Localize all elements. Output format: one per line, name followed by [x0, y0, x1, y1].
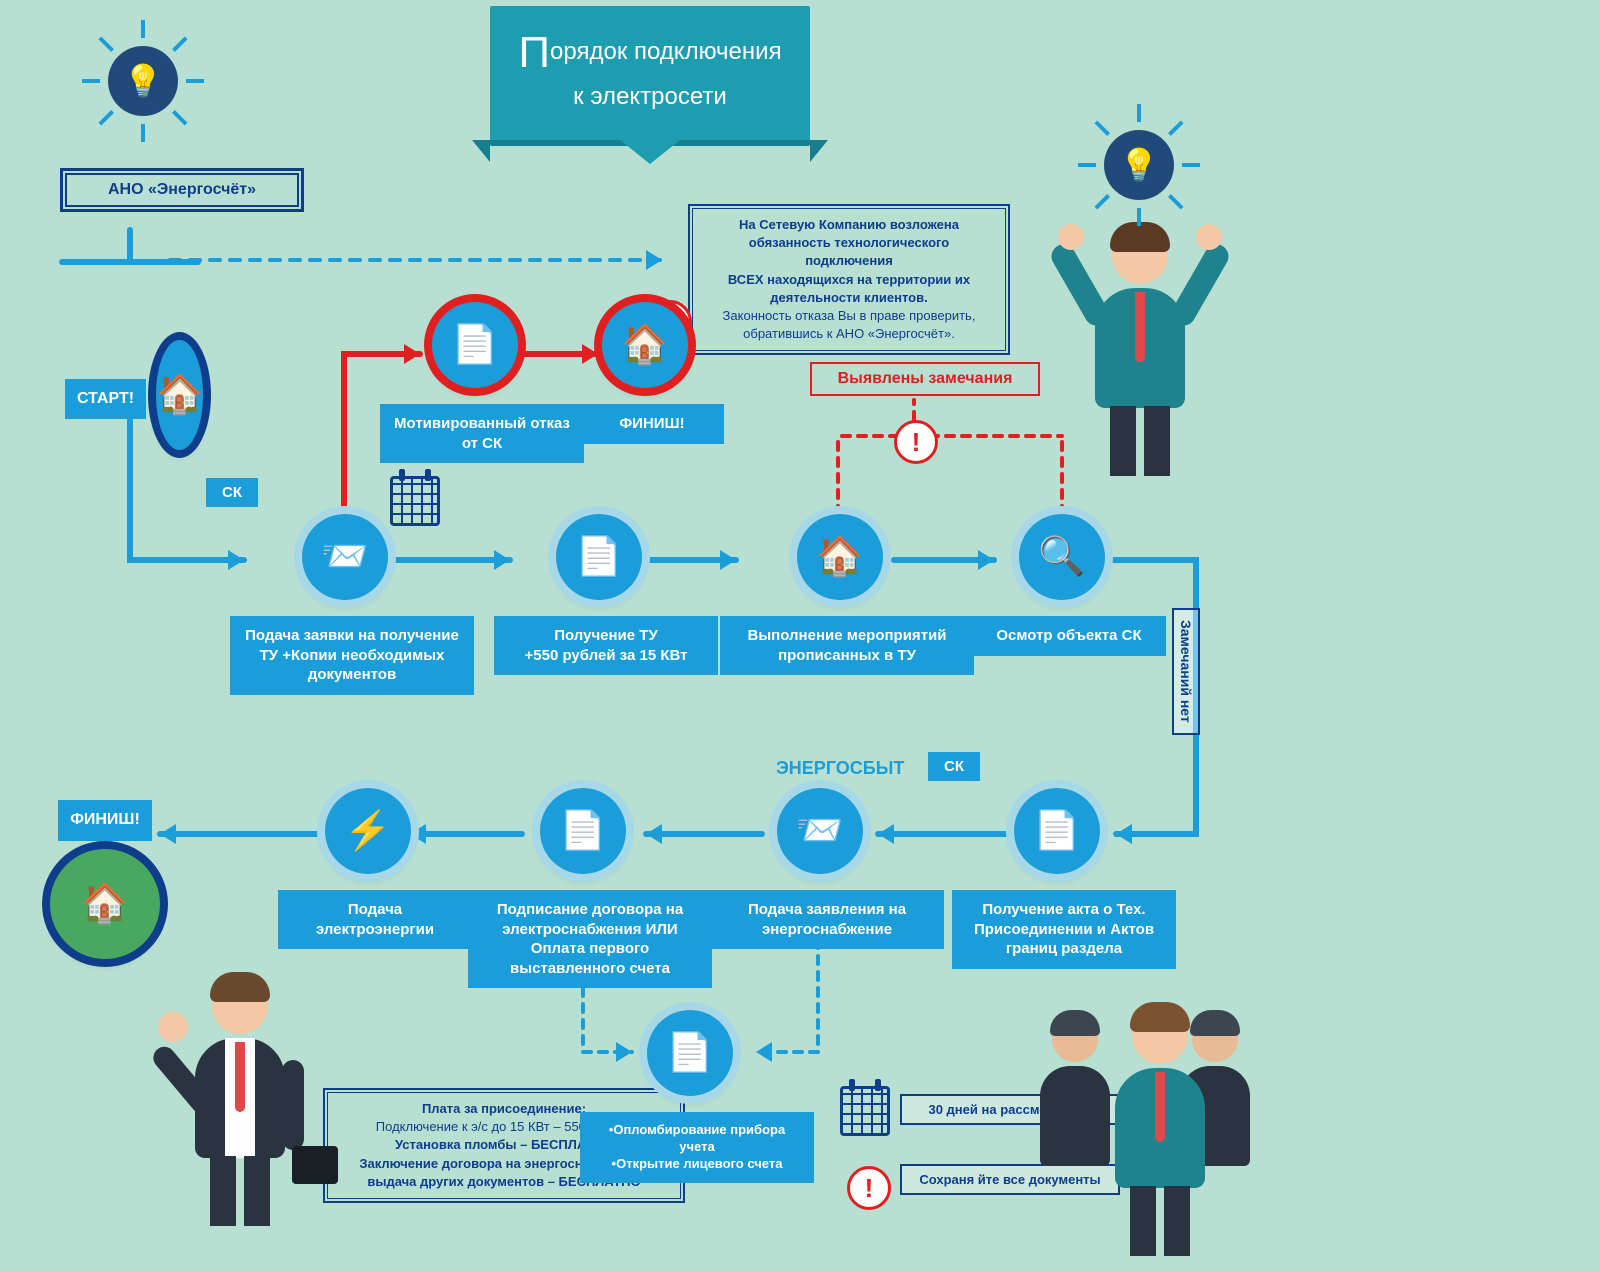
node-icon-circle: 📄: [1014, 788, 1100, 874]
node-label: Получение ТУ +550 рублей за 15 КВт: [494, 616, 718, 675]
node-icon: 📄: [575, 535, 622, 579]
org-box: АНО «Энергосчёт»: [60, 168, 304, 212]
node-start: СТАРТ!🏠: [65, 340, 195, 458]
node-inspect: 🔍Осмотр объекта СК: [972, 514, 1152, 656]
calendar-icon: [840, 1086, 890, 1136]
node-finish_left: ФИНИШ! 🏠: [40, 800, 170, 967]
legal-info-box-line: Законность отказа Вы в праве проверить, …: [704, 307, 994, 343]
node-icon-circle: 🏠: [156, 340, 203, 450]
title-banner: Порядок подключенияк электросети: [490, 6, 810, 140]
node-finish_top: 🏠ФИНИШ!: [580, 302, 710, 444]
warning-icon: !: [894, 420, 938, 464]
warning-icon: !: [847, 1166, 891, 1210]
person-group-illustration: [1010, 970, 1310, 1270]
legal-info-box: На Сетевую Компанию возложена обязанност…: [688, 204, 1010, 355]
node-icon-circle: 📨: [302, 514, 388, 600]
node-icon-circle: 🏠: [797, 514, 883, 600]
title-line1: орядок подключения: [550, 38, 782, 65]
person-illustration: [140, 950, 340, 1250]
node-label: Выполнение мероприятий прописанных в ТУ: [720, 616, 974, 675]
node-label: Мотивированный отказ от СК: [380, 404, 584, 463]
node-icon-circle: 📄: [540, 788, 626, 874]
node-label: Осмотр объекта СК: [972, 616, 1166, 656]
node-label: Подача заявления на энергоснабжение: [710, 890, 944, 949]
node-refusal: 📄Мотивированный отказ от СК: [380, 302, 570, 463]
legal-info-box-line: ВСЕХ находящихся на территории их деятел…: [704, 271, 994, 307]
node-seal: 📄•Опломбирование прибора учета •Открытие…: [580, 1010, 800, 1183]
node-icon: 🏠: [156, 373, 203, 417]
node-icon: 📄: [666, 1031, 713, 1075]
person-illustration: 💡: [1040, 200, 1240, 500]
node-akt: 📄Получение акта о Тех. Присоединении и А…: [952, 788, 1162, 969]
node-icon-circle: 📄: [432, 302, 518, 388]
node-icon: 📨: [796, 809, 843, 853]
issues-tag: Выявлены замечания: [810, 362, 1040, 396]
node-label: Подписание договора на электроснабжения …: [468, 890, 712, 988]
node-icon: 📄: [559, 809, 606, 853]
node-icon: 📄: [1033, 809, 1080, 853]
person-illustration: [1060, 980, 1260, 1272]
node-icon-circle: 🏠: [602, 302, 688, 388]
node-icon-circle: 🏠: [50, 849, 160, 959]
node-icon-circle: 🔍: [1019, 514, 1105, 600]
node-icon: 🏠: [621, 323, 668, 367]
node-power: ⚡Подача электроэнергии: [278, 788, 458, 949]
node-icon-circle: 📨: [777, 788, 863, 874]
node-icon-circle: ⚡: [325, 788, 411, 874]
node-label: •Опломбирование прибора учета •Открытие …: [580, 1112, 814, 1183]
node-apply: 📨Подача заявки на получение ТУ +Копии не…: [230, 514, 460, 695]
node-label: СТАРТ!: [65, 379, 146, 420]
node-minitag: СК: [206, 478, 258, 507]
node-sign: 📄Подписание договора на электроснабжения…: [468, 788, 698, 988]
node-minitag: СК: [928, 752, 980, 781]
node-icon: 📄: [451, 323, 498, 367]
node-label: ФИНИШ!: [580, 404, 724, 444]
node-icon: 🏠: [816, 535, 863, 579]
node-icon-circle: 📄: [556, 514, 642, 600]
node-icon: 📨: [321, 535, 368, 579]
no-issues-side-label: Замечаний нет: [1172, 608, 1200, 735]
node-icon: 🔍: [1038, 535, 1085, 579]
node-works: 🏠Выполнение мероприятий прописанных в ТУ: [720, 514, 960, 675]
title-line2: к электросети: [573, 83, 727, 110]
node-icon: ⚡: [344, 809, 391, 853]
lightbulb-icon: 💡: [1104, 130, 1174, 200]
node-minitag: ЭНЕРГОСБЫТ: [760, 752, 920, 785]
node-receive_tu: 📄Получение ТУ +550 рублей за 15 КВт: [494, 514, 704, 675]
node-apply_energy: 📨Подача заявления на энергоснабжениеЭНЕР…: [710, 788, 930, 949]
legal-info-box-line: На Сетевую Компанию возложена обязанност…: [704, 216, 994, 271]
node-icon: 🏠: [81, 882, 128, 926]
node-icon-circle: 📄: [647, 1010, 733, 1096]
lightbulb-icon: 💡: [108, 46, 178, 116]
node-label: Подача электроэнергии: [278, 890, 472, 949]
node-label: Подача заявки на получение ТУ +Копии нео…: [230, 616, 474, 695]
node-label: Получение акта о Тех. Присоединении и Ак…: [952, 890, 1176, 969]
node-label: ФИНИШ!: [58, 800, 152, 841]
